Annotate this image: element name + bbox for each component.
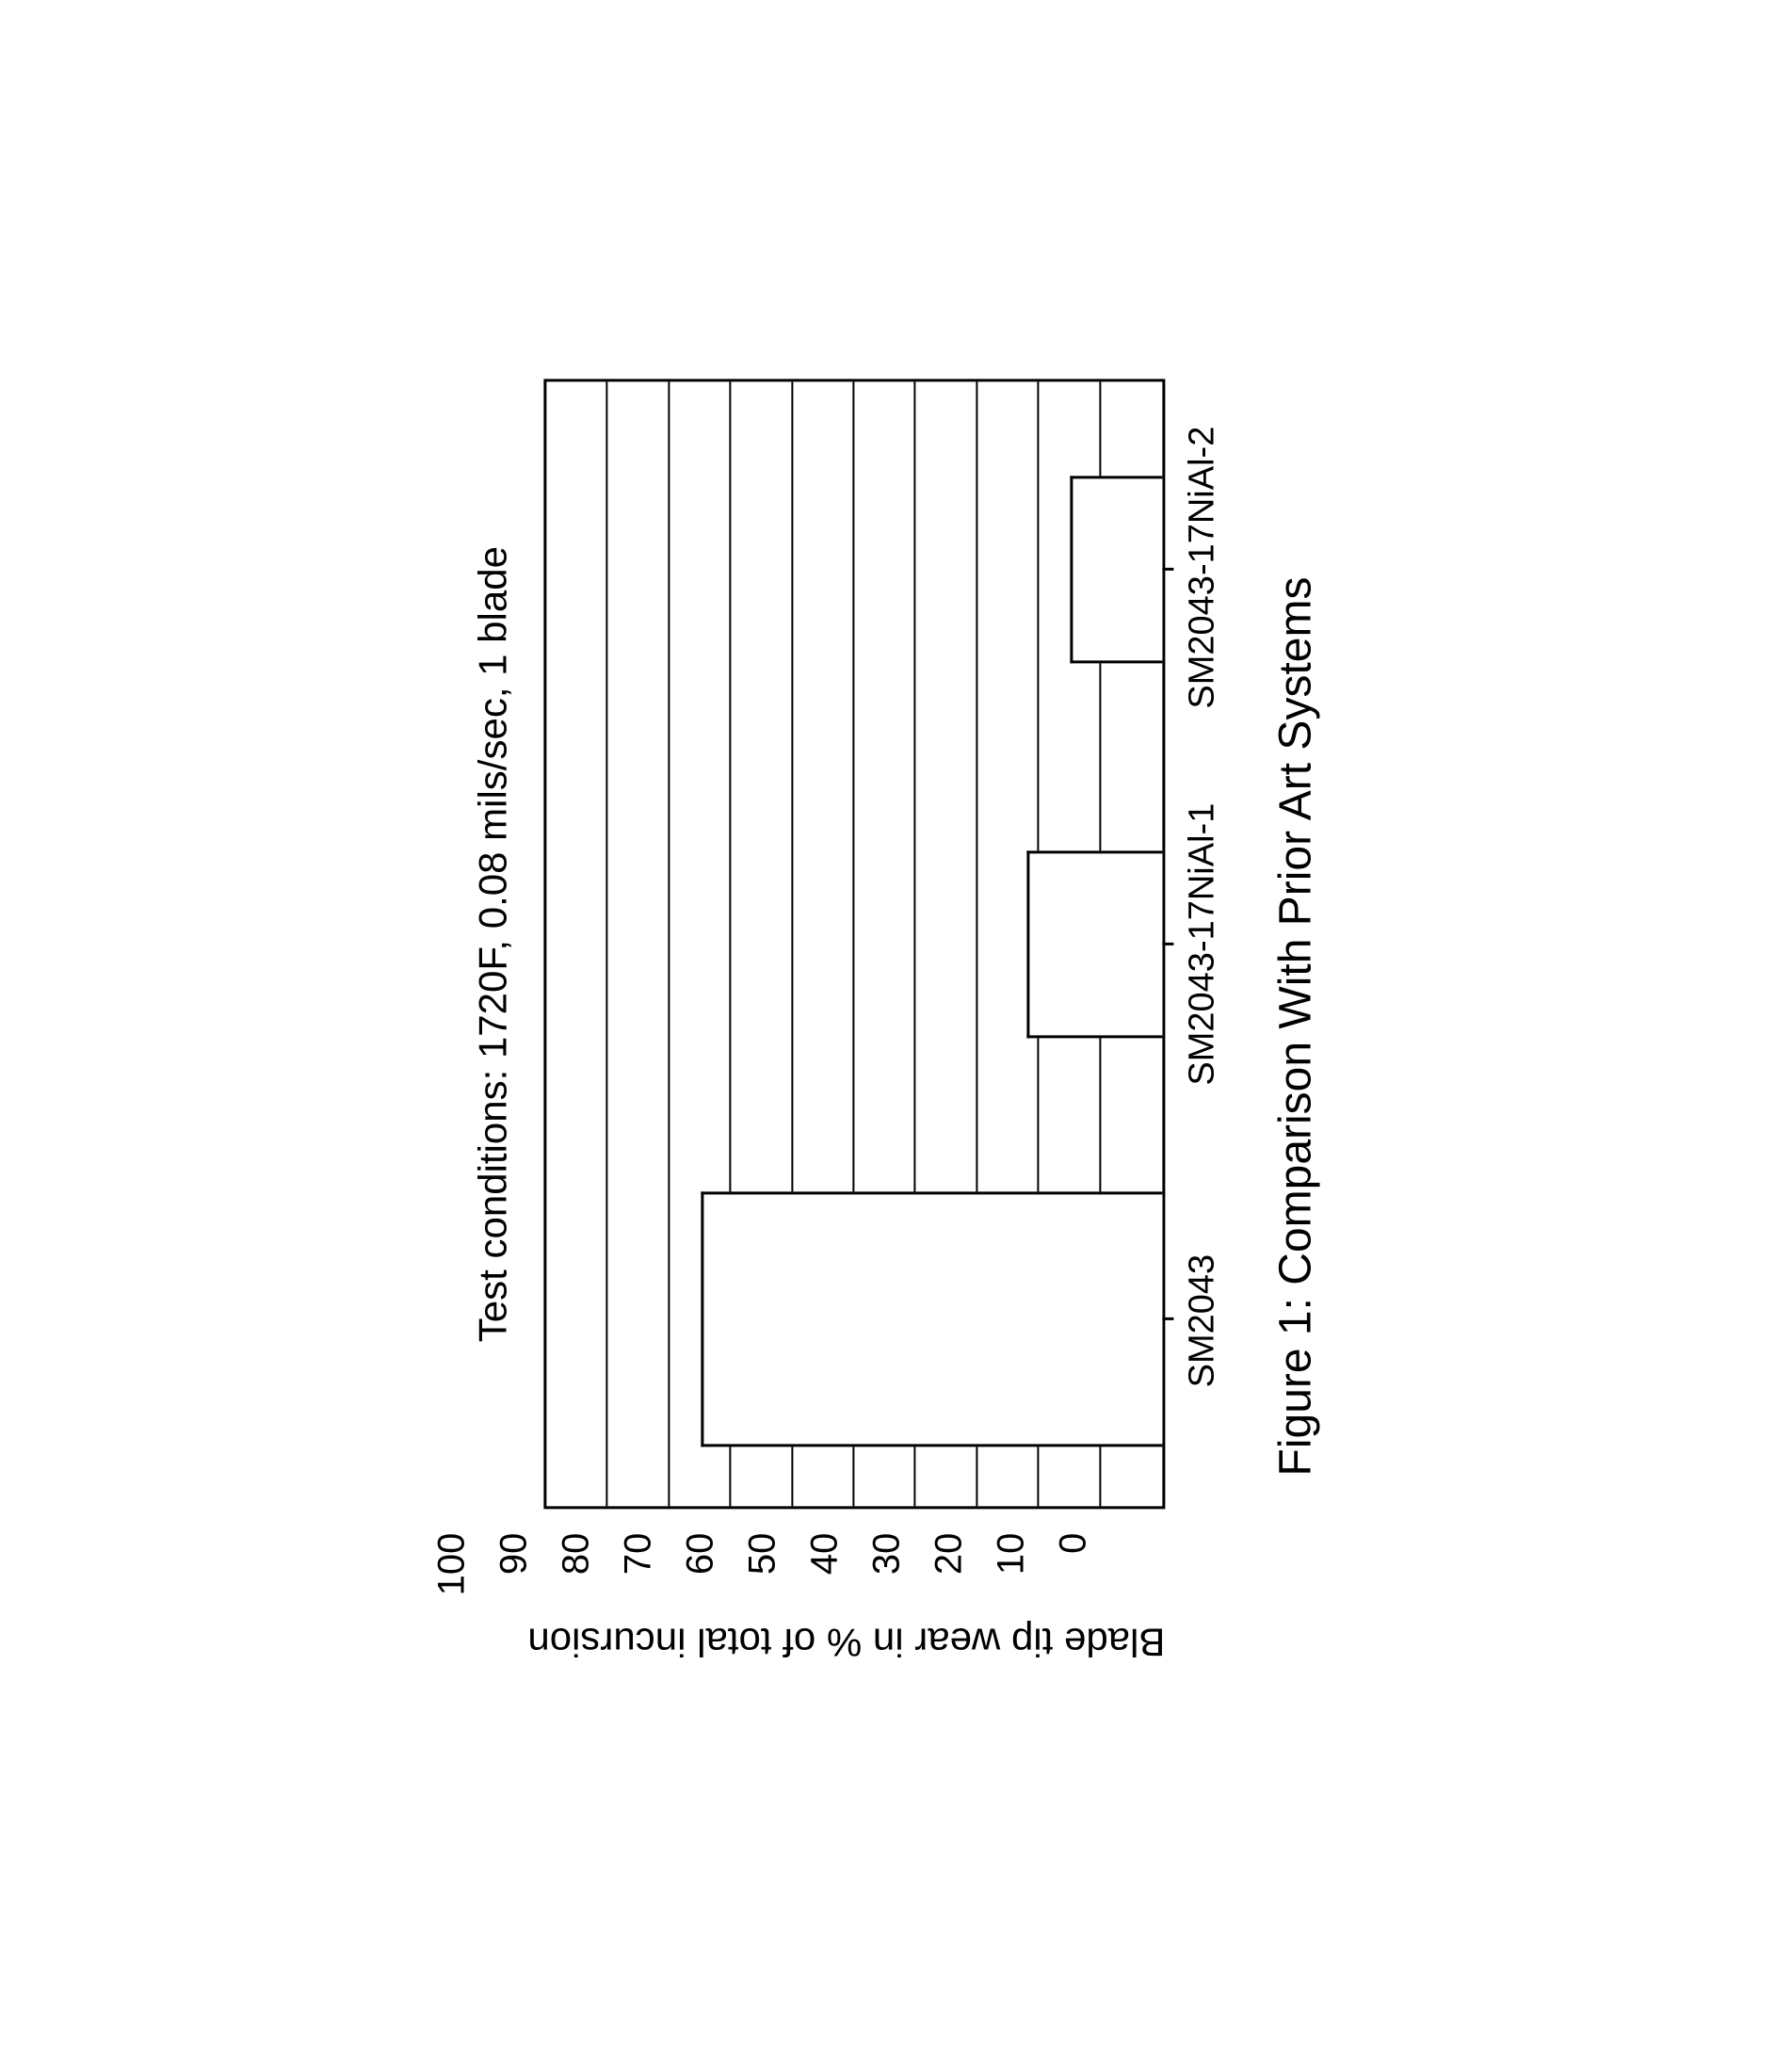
x-tick-label: SM2043-17NiAl-2 xyxy=(1183,380,1223,756)
x-tick-mark xyxy=(1163,1317,1174,1320)
x-tick-label: SM2043-17NiAl-1 xyxy=(1183,756,1223,1133)
y-axis-ticks: 100 90 80 70 60 50 40 30 20 10 0 xyxy=(452,1533,1074,1596)
bar-slot xyxy=(547,1132,1163,1507)
bars xyxy=(547,382,1163,1507)
x-tick-mark xyxy=(1163,943,1174,946)
bar xyxy=(1027,850,1163,1038)
bar-slot xyxy=(547,382,1163,757)
rotated-frame: Blade tip wear in % of total incursion 1… xyxy=(471,380,1322,1674)
bar xyxy=(1070,476,1162,663)
y-axis-label: Blade tip wear in % of total incursion xyxy=(527,1619,1165,1673)
caption-text: Comparison With Prior Art Systems xyxy=(1271,577,1321,1285)
caption-lead: Figure 1: xyxy=(1271,1298,1321,1476)
figure-caption: Figure 1: Comparison With Prior Art Syst… xyxy=(1270,577,1322,1477)
x-axis-labels: SM2043 SM2043-17NiAl-1 SM2043-17NiAl-2 xyxy=(1183,380,1223,1510)
plot-column: Test conditions: 1720F, 0.08 mils/sec, 1… xyxy=(471,380,1223,1510)
plot-area xyxy=(544,380,1166,1510)
x-tick-mark xyxy=(1163,568,1174,571)
bar xyxy=(701,1191,1163,1447)
figure-container: Blade tip wear in % of total incursion 1… xyxy=(471,380,1322,1674)
bar-slot xyxy=(547,757,1163,1132)
chart-area: Blade tip wear in % of total incursion 1… xyxy=(471,380,1223,1674)
x-tick-label: SM2043 xyxy=(1183,1133,1223,1510)
chart-title: Test conditions: 1720F, 0.08 mils/sec, 1… xyxy=(471,380,516,1510)
